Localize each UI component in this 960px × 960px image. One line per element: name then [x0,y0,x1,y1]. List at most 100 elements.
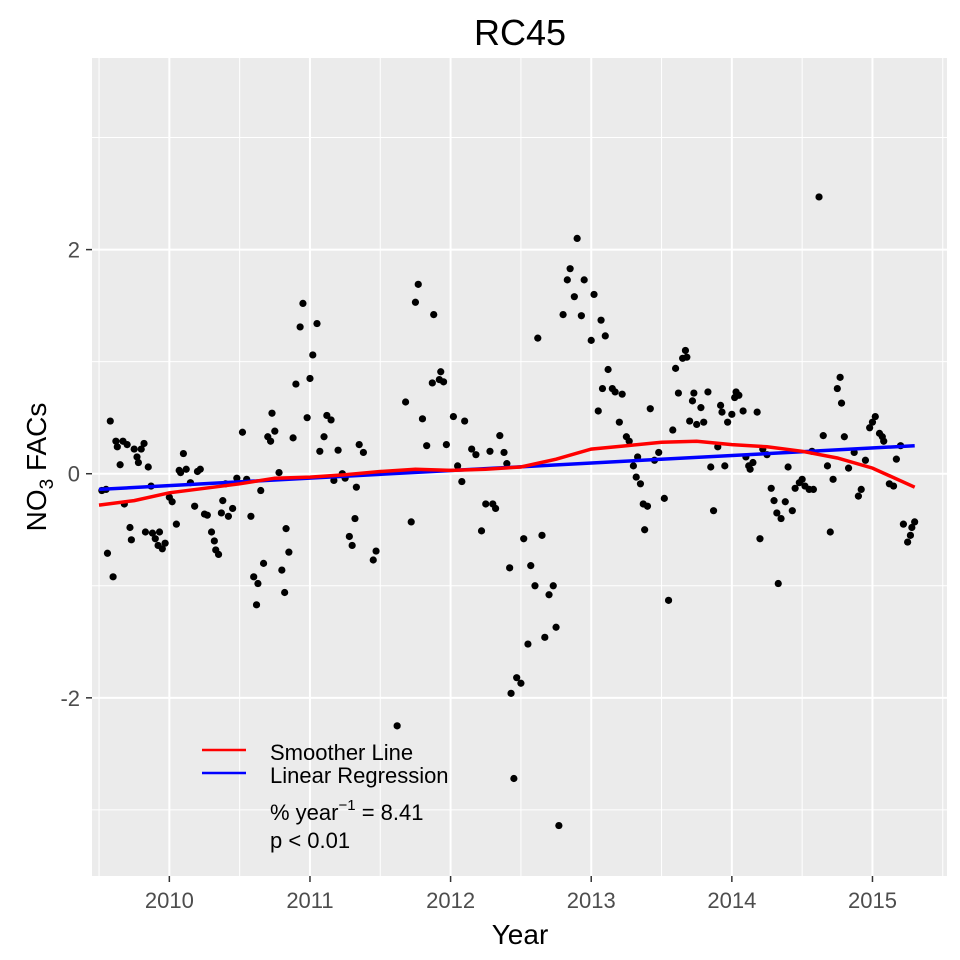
data-point [503,460,511,468]
data-point [250,573,258,581]
data-point [681,346,690,355]
data-point [176,469,185,477]
data-point [313,319,321,328]
legend: Smoother Line Linear Regression % year−1… [202,740,449,853]
data-point [510,774,518,783]
data-point [257,486,265,495]
data-point [784,463,792,471]
data-point [296,323,304,331]
data-point [182,465,190,473]
data-point [773,509,781,517]
data-point [861,456,870,464]
data-point [155,528,164,536]
data-point [414,280,422,288]
data-point [327,416,335,424]
data-point [127,536,135,544]
data-point [594,407,602,415]
data-point [721,462,729,470]
data-point [161,539,169,547]
data-point [172,520,180,528]
data-point [323,411,331,420]
data-point [247,512,255,520]
data-point [683,353,691,361]
data-point [836,373,844,381]
data-point [632,473,640,481]
data-point [604,365,612,374]
data-point [482,500,490,508]
data-point [580,276,588,284]
data-point [904,538,912,546]
data-point [697,404,705,412]
y-tick-label: 2 [68,238,80,263]
legend-regression-label: Linear Regression [270,763,449,788]
data-point [611,388,619,396]
data-point [442,440,450,449]
data-point [840,433,848,441]
data-point [587,336,595,344]
data-point [137,445,145,453]
data-point [829,475,837,483]
major-gridlines [92,58,947,876]
data-point [669,426,677,434]
data-point [688,397,697,405]
data-point [477,527,486,535]
y-tick-label: 0 [68,462,80,487]
data-point [899,520,908,528]
data-point [210,537,218,545]
data-point [491,504,500,513]
data-point [289,434,297,442]
y-axis-title-main: NO [21,489,52,531]
data-point [506,564,514,572]
data-point [468,445,476,453]
data-point [345,532,353,541]
data-point [507,689,515,697]
minor-gridlines [92,58,947,876]
data-point [109,573,117,581]
data-point [144,463,152,471]
data-point [559,311,567,319]
data-point [106,417,114,425]
data-point [207,528,216,536]
legend-slope-exponent: −1 [338,797,355,814]
data-point [411,298,420,306]
data-point [566,265,574,273]
data-point [148,529,157,537]
data-point [906,531,915,539]
data-point [126,523,134,532]
data-point [716,401,725,409]
data-point [217,509,225,517]
data-point [598,384,607,393]
data-point [664,596,673,604]
data-point [700,418,708,426]
data-point [252,601,261,609]
x-tick-label: 2012 [426,888,475,913]
data-point [219,497,227,505]
legend-slope-text: % year−1 = 8.41 [270,797,423,825]
legend-smoother-label: Smoother Line [270,740,413,765]
data-point [809,485,818,494]
data-point [854,492,863,500]
y-axis-ticks: -2 0 2 [60,238,92,711]
data-point [116,461,124,469]
chart-title: RC45 [474,12,566,53]
data-point [615,418,623,426]
data-point [534,334,542,342]
data-point [454,462,462,470]
data-point [278,566,286,574]
data-point [573,234,581,243]
data-point [707,463,715,471]
data-point [281,588,289,597]
data-point [158,545,166,553]
data-point [282,525,290,533]
x-tick-label: 2011 [286,888,333,913]
data-point [577,312,585,320]
data-point [285,548,293,556]
data-point [292,380,300,388]
data-point [401,398,410,406]
data-point [259,559,268,567]
data-point [908,523,916,532]
data-point [636,480,645,488]
data-point [359,448,368,457]
data-point [892,455,900,463]
data-point [819,432,827,440]
